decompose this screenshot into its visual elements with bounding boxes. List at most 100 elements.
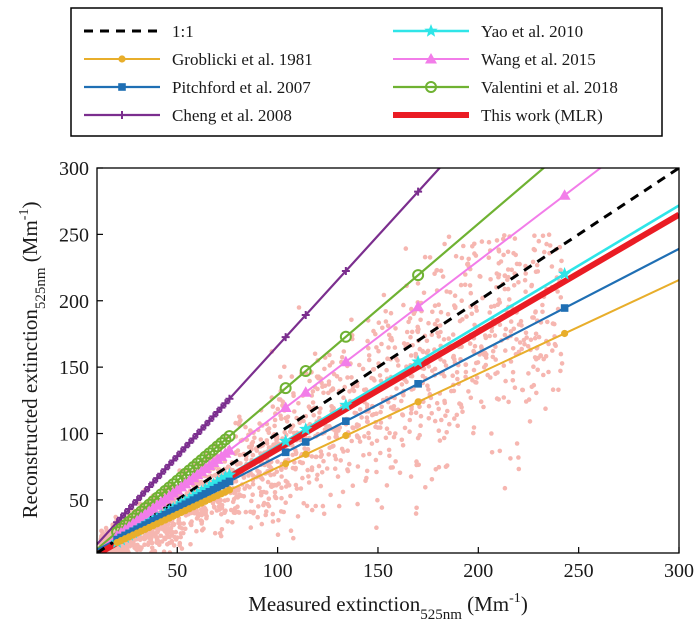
line-marker [425,81,437,93]
line-marker [137,523,145,531]
scatter-point [552,321,557,327]
scatter-point [285,414,291,420]
scatter-point [387,453,392,459]
line-marker [217,403,226,412]
scatter-point [426,387,431,392]
scatter-point [291,391,296,396]
scatter-point [523,330,529,336]
scatter-point [147,533,152,538]
line-marker [161,465,170,474]
scatter-point [326,382,332,387]
scatter-point [460,317,465,322]
scatter-point [384,367,389,373]
scatter-point [533,309,538,314]
scatter-point [489,328,495,334]
scatter-point [367,451,372,457]
scatter-point [309,507,315,513]
scatter-point [497,448,503,454]
scatter-point [363,478,368,484]
legend-label: Yao et al. 2010 [481,22,583,41]
scatter-point [559,258,564,264]
scatter-point [360,366,366,372]
scatter-point [511,326,517,332]
scatter-point [341,449,346,454]
scatter-point [157,542,162,548]
scatter-point [509,267,514,273]
scatter-point [328,492,333,498]
x-tick-label: 250 [564,560,594,582]
scatter-point [387,430,392,436]
scatter-point [374,438,380,444]
scatter-point [446,234,452,240]
scatter-point [417,404,422,410]
scatter-point [381,292,387,298]
scatter-point [399,382,405,387]
line-marker [301,438,310,446]
line-marker [182,491,196,505]
scatter-point [512,236,518,241]
scatter-point [178,534,183,540]
scatter-point [449,388,454,394]
line-marker [205,416,214,425]
scatter-point [489,431,494,436]
scatter-point [359,415,364,420]
line-marker [129,500,138,509]
scatter-point [530,259,536,265]
scatter-point [351,388,357,394]
scatter-point [474,308,480,313]
scatter-point [266,503,272,509]
scatter-point [517,261,522,267]
scatter-point [501,395,507,400]
scatter-point [427,255,433,260]
scatter-point [327,363,333,368]
scatter-point [318,449,324,454]
scatter-point [508,456,513,461]
scatter-point [276,517,281,523]
scatter-point [383,435,389,441]
scatter-point [404,329,410,335]
scatter-point [314,477,320,482]
scatter-point [321,390,326,396]
scatter-point [294,486,300,491]
line-marker [225,486,234,494]
scatter-point [357,439,363,444]
scatter-point [306,474,311,479]
scatter-point [467,283,473,288]
scatter-point [514,441,520,446]
scatter-point [142,542,147,547]
line-marker [157,469,166,478]
scatter-point [516,455,521,460]
scatter-point [388,465,394,470]
scatter-point [437,323,443,328]
scatter-point [339,355,345,360]
line-marker [133,496,142,505]
y-tick-label: 250 [59,224,89,246]
legend-label: Cheng et al. 2008 [172,106,292,125]
scatter-point [413,410,419,416]
scatter-point [278,397,283,402]
scatter-point [418,423,423,429]
line-marker [118,83,126,91]
scatter-point [556,387,561,393]
scatter-point [355,434,360,439]
scatter-point [526,371,531,376]
scatter-point [310,389,316,394]
scatter-point [237,461,242,466]
scatter-point [436,428,442,434]
scatter-point [460,409,465,415]
line-marker [217,481,226,490]
scatter-point [301,501,307,506]
scatter-point [505,249,511,255]
scatter-point [250,481,256,487]
scatter-point [272,423,277,429]
scatter-point [557,244,563,250]
scatter-point [357,362,362,368]
scatter-point [204,515,209,521]
scatter-point [459,255,465,261]
scatter-point [297,420,303,426]
scatter-point [484,352,489,357]
line-marker [411,354,425,368]
scatter-point [453,253,459,259]
scatter-point [519,346,524,352]
line-marker [161,510,170,519]
